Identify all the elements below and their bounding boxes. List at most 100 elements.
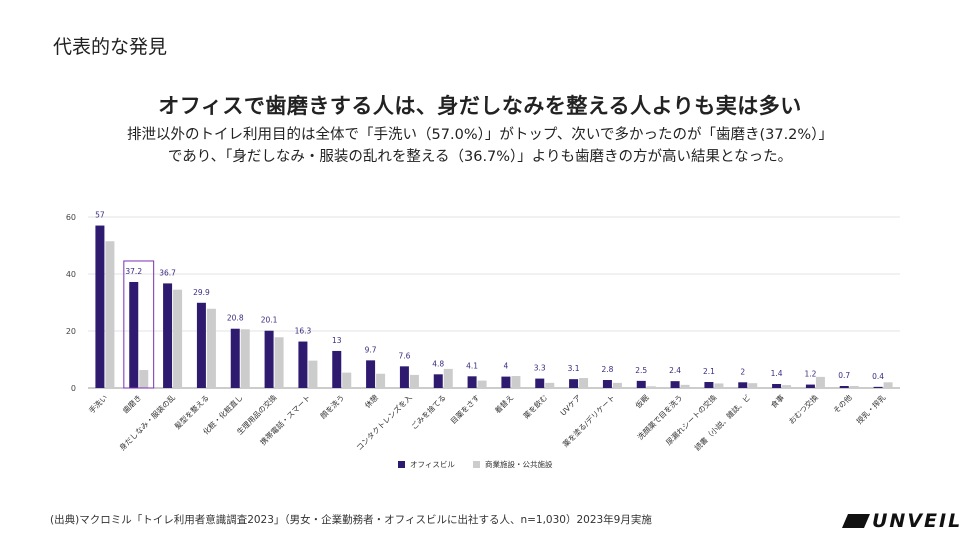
legend-swatch-commercial xyxy=(473,461,480,468)
source-note: (出典)マクロミル「トイレ利用者意識調査2023」（男女・企業勤務者・オフィスビ… xyxy=(50,514,652,526)
x-axis: 手洗い 歯磨き身だしなみ・服装の乱髪型を整える化粧・化粧直し生理用品の交換携帯電話… xyxy=(86,392,888,452)
bar-commercial xyxy=(511,376,521,388)
bar-office xyxy=(332,350,342,388)
subtext: 排泄以外のトイレ利用目的は全体で「手洗い（57.0%）」がトップ、次いで多かった… xyxy=(0,124,960,168)
bar-commercial xyxy=(748,383,758,388)
bar-office xyxy=(805,384,815,388)
x-tick-label: ごみを捨てる xyxy=(409,392,448,431)
bar-value-label: 1.4 xyxy=(771,369,783,378)
bar-value-label: 4 xyxy=(504,362,509,371)
bar-commercial xyxy=(883,382,893,388)
legend-swatch-office xyxy=(398,461,405,468)
y-tick-label: 40 xyxy=(66,270,76,279)
bar-value-label: 57 xyxy=(95,211,105,220)
bar-office xyxy=(636,380,646,388)
bar-office xyxy=(129,281,139,388)
bar-commercial xyxy=(714,383,724,388)
bar-value-label: 1.2 xyxy=(804,370,816,379)
bar-commercial xyxy=(815,376,825,388)
bar-value-label: 2 xyxy=(740,367,745,376)
y-axis: 0 20 40 60 xyxy=(66,213,76,393)
bar-value-label: 29.9 xyxy=(193,288,210,297)
bar-office xyxy=(467,376,477,388)
bar-office xyxy=(670,381,680,388)
bar-value-label: 16.3 xyxy=(295,327,312,336)
x-tick-label: 目薬をさす xyxy=(448,392,482,426)
x-tick-label: 顔を洗う xyxy=(318,392,346,420)
bar-value-label: 2.8 xyxy=(601,365,613,374)
bar-office xyxy=(873,386,883,388)
bar-commercial xyxy=(342,372,352,388)
bar-commercial xyxy=(612,382,622,388)
bar-commercial xyxy=(274,337,284,388)
x-tick-label: 薬を飲む xyxy=(521,392,549,420)
bar-value-label: 13 xyxy=(332,336,342,345)
y-tick-label: 60 xyxy=(66,213,76,222)
x-tick-label: おむつ交換 xyxy=(786,392,820,426)
bar-value-label: 9.7 xyxy=(365,345,377,354)
bar-office xyxy=(163,283,173,388)
x-tick-label: 仮眠 xyxy=(633,392,651,410)
logo: UNVEIL xyxy=(842,510,960,532)
x-tick-label: 着替え xyxy=(492,392,515,415)
bar-commercial xyxy=(477,380,487,388)
bar-value-label: 36.7 xyxy=(159,268,176,277)
bar-value-label: 4.8 xyxy=(432,359,444,368)
bar-value-label: 37.2 xyxy=(125,267,142,276)
bar-commercial xyxy=(376,373,386,388)
x-tick-label: 食事 xyxy=(768,392,786,410)
subtext-line-1: 排泄以外のトイレ利用目的は全体で「手洗い（57.0%）」がトップ、次いで多かった… xyxy=(127,127,833,143)
bar-commercial xyxy=(308,360,318,388)
bar-office xyxy=(196,302,206,388)
x-tick-label: 授乳・搾乳 xyxy=(854,392,888,426)
chart-bars: 57 37.2 36.7 29.9 20.8 20.1 16.3 13 9.7 7.6 4.8 4.1… xyxy=(95,211,893,389)
bar-office xyxy=(704,382,714,388)
section-label: 代表的な発見 xyxy=(53,36,168,58)
bar-commercial xyxy=(782,385,792,388)
bar-commercial xyxy=(240,329,250,388)
bar-commercial xyxy=(680,384,690,388)
bar-commercial xyxy=(579,378,589,388)
x-tick-label: 手洗い xyxy=(86,392,109,415)
bar-office xyxy=(399,366,409,388)
bar-commercial xyxy=(849,386,859,388)
bar-office xyxy=(298,341,308,388)
bar-office xyxy=(501,376,511,388)
bar-commercial xyxy=(545,382,555,388)
bar-value-label: 20.8 xyxy=(227,314,244,323)
bar-value-label: 20.1 xyxy=(261,316,278,325)
bar-value-label: 2.5 xyxy=(635,366,647,375)
bar-value-label: 4.1 xyxy=(466,361,478,370)
bar-value-label: 2.1 xyxy=(703,367,715,376)
x-tick-label: 読書（小説、雑誌、ビ xyxy=(692,392,752,452)
bar-value-label: 2.4 xyxy=(669,366,681,375)
bar-office xyxy=(602,380,612,388)
bar-value-label: 3.1 xyxy=(568,364,580,373)
bar-commercial xyxy=(206,308,216,388)
x-tick-label: その他 xyxy=(831,392,854,415)
headline: オフィスで歯磨きする人は、身だしなみを整える人よりも実は多い xyxy=(158,94,802,118)
y-tick-label: 20 xyxy=(66,327,76,336)
x-tick-label: コンタクトレンズを入 xyxy=(354,392,414,452)
y-tick-label: 0 xyxy=(71,384,76,393)
bar-office xyxy=(230,328,240,388)
legend-label-commercial: 商業施設・公共施設 xyxy=(485,459,553,469)
x-tick-label: UVケア xyxy=(559,393,583,417)
logo-text: UNVEIL xyxy=(872,510,960,532)
bar-value-label: 0.4 xyxy=(872,372,884,381)
bar-value-label: 7.6 xyxy=(398,351,410,360)
chart-grid xyxy=(88,216,900,389)
bar-commercial xyxy=(139,370,149,388)
bar-commercial xyxy=(443,368,453,388)
bar-office xyxy=(569,379,579,388)
logo-mark-icon xyxy=(842,514,870,528)
highlight-box xyxy=(123,260,155,389)
bar-office xyxy=(264,330,274,388)
bar-commercial xyxy=(646,386,656,388)
bar-office xyxy=(535,378,545,388)
bar-commercial xyxy=(173,289,183,388)
bar-office xyxy=(738,382,748,388)
subtext-line-2: であり、「身だしなみ・服装の乱れを整える（36.7%）」よりも歯磨きの方が高い結… xyxy=(167,149,793,165)
bar-value-label: 0.7 xyxy=(838,371,850,380)
bar-office xyxy=(433,374,443,388)
